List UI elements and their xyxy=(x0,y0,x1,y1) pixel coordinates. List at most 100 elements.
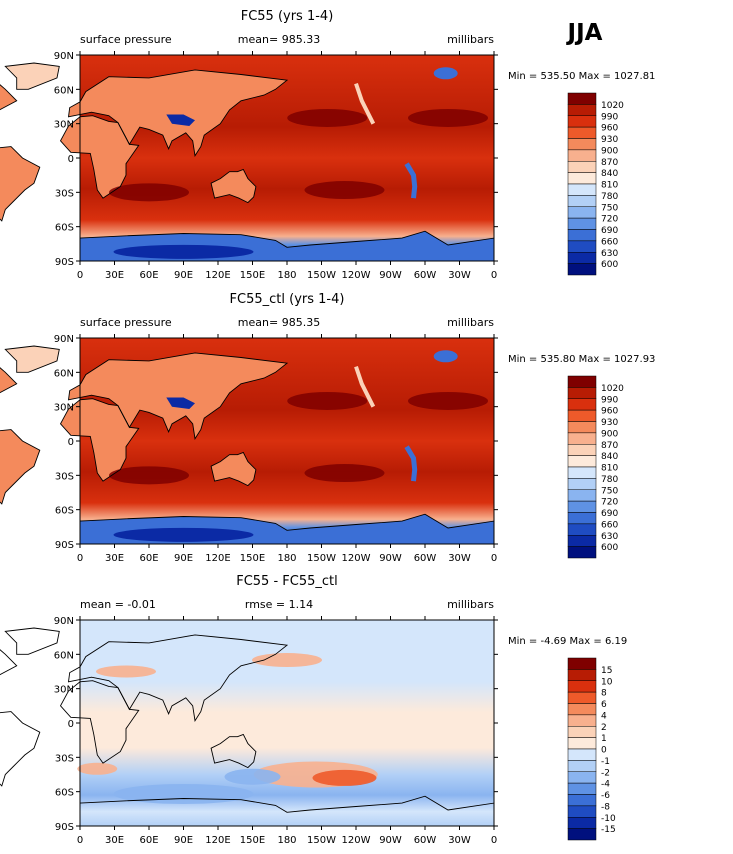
colorbar-label: 750 xyxy=(601,486,618,496)
high-pressure-cell xyxy=(304,464,385,483)
x-tick-label: 90W xyxy=(379,270,402,281)
y-tick-label: 90N xyxy=(54,334,74,345)
tibet-plateau xyxy=(166,114,195,126)
y-tick-label: 60N xyxy=(54,85,74,96)
colorbar-label: 630 xyxy=(601,532,618,542)
colorbar-label: -2 xyxy=(601,768,610,778)
coastline-australia xyxy=(210,168,257,204)
colorbar-label: 930 xyxy=(601,418,618,428)
land-samerica xyxy=(0,429,40,504)
coastline-greenland xyxy=(4,62,60,90)
x-tick-label: 180 xyxy=(277,270,296,281)
colorbar-label: 1020 xyxy=(601,101,624,111)
coastline-africa xyxy=(59,398,140,482)
colorbar-swatch xyxy=(567,512,597,525)
high-pressure-cell xyxy=(109,466,189,485)
colorbar-swatch xyxy=(567,805,597,818)
colorbar-label: 900 xyxy=(601,146,618,156)
colorbar-swatch xyxy=(567,161,597,173)
colorbar-label: 720 xyxy=(601,498,618,508)
colorbar-swatch xyxy=(567,703,597,716)
y-tick-label: 90S xyxy=(55,257,74,268)
colorbar-swatch xyxy=(567,252,597,264)
y-tick-label: 60N xyxy=(54,368,74,379)
anomaly-contour xyxy=(113,783,254,804)
colorbar-swatch xyxy=(567,535,597,547)
coastline-namerica xyxy=(0,367,18,394)
y-tick-label: 60S xyxy=(55,788,74,799)
y-tick-label: 60N xyxy=(54,650,74,661)
coastline-samerica xyxy=(0,146,41,222)
colorbar-swatch xyxy=(567,398,597,411)
coastline-eurasia xyxy=(67,634,289,722)
colorbar-swatch xyxy=(567,478,597,490)
land-eurasia xyxy=(68,352,287,439)
x-tick-label: 30E xyxy=(105,270,124,281)
x-tick-label: 120W xyxy=(342,835,371,846)
colorbar-label: 0 xyxy=(601,746,607,756)
land-eurasia xyxy=(68,69,287,156)
greenland-plateau xyxy=(433,350,458,363)
units-label: millibars xyxy=(447,33,494,46)
greenland-plateau xyxy=(433,67,458,80)
x-tick-label: 150E xyxy=(240,835,265,846)
colorbar-label: 690 xyxy=(601,226,618,236)
colorbar-swatch xyxy=(567,523,597,536)
y-tick-label: 90S xyxy=(55,540,74,551)
land-greenland xyxy=(5,63,60,90)
x-tick-label: 150E xyxy=(240,553,265,564)
anomaly-contour xyxy=(252,653,322,668)
colorbar-swatch xyxy=(567,680,597,693)
colorbar-label: 8 xyxy=(601,689,607,699)
high-pressure-cell xyxy=(109,183,189,202)
x-tick-label: 150W xyxy=(307,553,336,564)
season-label: JJA xyxy=(566,20,603,46)
colorbar-label: 750 xyxy=(601,203,618,213)
colorbar-swatch xyxy=(567,760,597,772)
colorbar-swatch xyxy=(567,691,597,704)
anomaly-contour xyxy=(96,665,156,678)
coastline-namerica xyxy=(0,84,18,111)
high-pressure-cell xyxy=(287,108,368,127)
andes-ridge xyxy=(404,162,418,199)
y-tick-label: 30N xyxy=(54,120,74,131)
x-tick-label: 60E xyxy=(139,270,158,281)
variable-label: surface pressure xyxy=(80,316,172,329)
colorbar-swatch xyxy=(567,500,597,513)
colorbar-swatch xyxy=(567,737,597,750)
rockies-ridge xyxy=(354,82,376,125)
colorbar-label: 780 xyxy=(601,475,618,485)
colorbar-swatch xyxy=(567,115,597,128)
colorbar-swatch xyxy=(567,466,597,479)
y-tick-label: 0 xyxy=(68,437,74,448)
anomaly-contour xyxy=(77,762,118,775)
y-tick-label: 90N xyxy=(54,51,74,62)
units-label: millibars xyxy=(447,598,494,611)
colorbar-swatch xyxy=(567,195,597,207)
x-tick-label: 90W xyxy=(379,553,402,564)
colorbar-swatch xyxy=(567,748,597,761)
colorbar-swatch xyxy=(567,714,597,727)
x-tick-label: 180 xyxy=(277,835,296,846)
panel-title: FC55 - FC55_ctl xyxy=(236,574,338,589)
statistic-label: mean= 985.33 xyxy=(238,33,320,46)
colorbar-label: 690 xyxy=(601,509,618,519)
colorbar-swatch xyxy=(567,217,597,230)
high-pressure-cell xyxy=(408,108,488,127)
colorbar-label: 960 xyxy=(601,407,618,417)
colorbar-swatch xyxy=(567,771,597,784)
y-tick-label: 60S xyxy=(55,506,74,517)
colorbar-label: 10 xyxy=(601,677,613,687)
colorbar-label: 930 xyxy=(601,135,618,145)
x-tick-label: 30W xyxy=(448,270,471,281)
x-tick-label: 120E xyxy=(205,835,230,846)
x-tick-label: 90E xyxy=(174,835,193,846)
coastline-samerica xyxy=(0,429,41,505)
colorbar-swatch xyxy=(567,794,597,807)
land-namerica xyxy=(0,84,17,110)
x-tick-label: 30E xyxy=(105,553,124,564)
y-tick-label: 30S xyxy=(55,188,74,199)
